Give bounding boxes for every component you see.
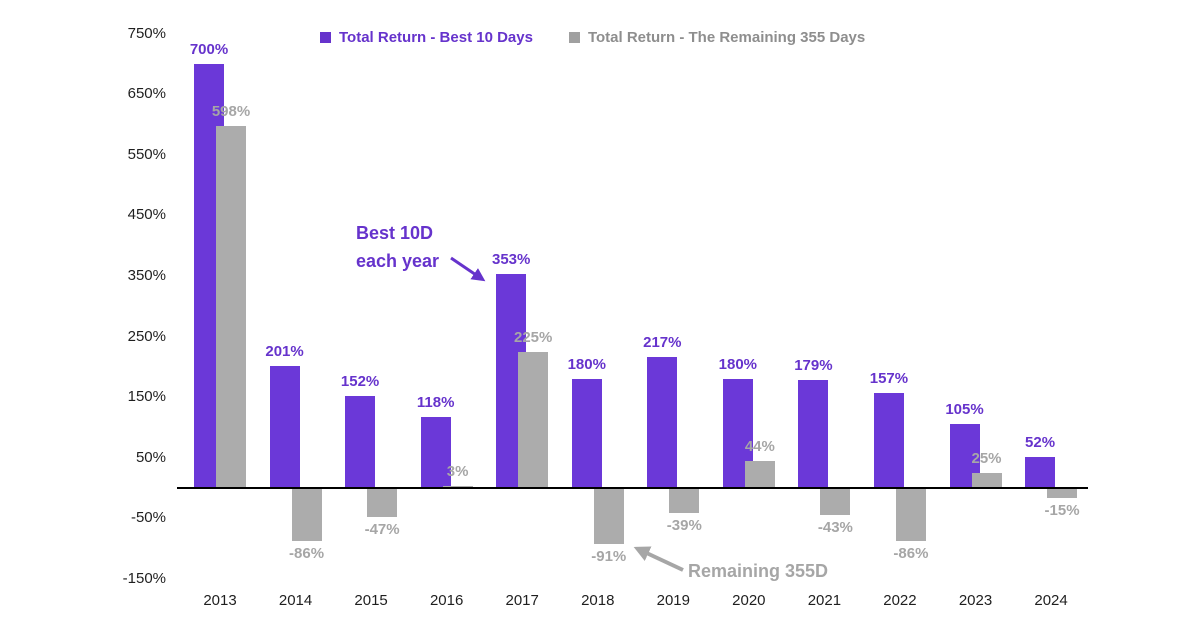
- label-remaining-2016: 3%: [446, 463, 469, 480]
- bar-remaining-2023: [971, 472, 1002, 488]
- bar-remaining-2024: [1047, 489, 1078, 499]
- annotation-best-10d-line2: each year: [356, 251, 440, 271]
- bar-best10-2021: [798, 379, 829, 488]
- bar-remaining-2014: [291, 489, 322, 542]
- x-label-2024: 2024: [1034, 592, 1068, 609]
- bar-remaining-2022: [895, 489, 926, 542]
- x-label-2020: 2020: [732, 592, 766, 609]
- bar-best10-2015: [345, 395, 376, 488]
- label-best10-2014: 201%: [265, 343, 304, 361]
- best-10d-arrow-icon: [450, 256, 486, 282]
- legend-item-best-10-days: Total Return - Best 10 Days: [320, 29, 533, 46]
- bar-remaining-2018: [593, 489, 624, 545]
- x-label-2013: 2013: [203, 592, 237, 609]
- label-best10-2021: 179%: [794, 356, 833, 374]
- label-remaining-2013: 598%: [211, 102, 251, 120]
- label-best10-2022: 157%: [869, 369, 909, 387]
- x-label-2019: 2019: [656, 592, 690, 609]
- legend-item-remaining-355-days: Total Return - The Remaining 355 Days: [568, 29, 866, 46]
- label-remaining-2024: -15%: [1044, 502, 1080, 520]
- bar-best10-2014: [269, 366, 300, 488]
- label-best10-2017: 353%: [492, 251, 531, 269]
- label-remaining-2019: -39%: [666, 516, 702, 534]
- x-label-2014: 2014: [278, 592, 313, 609]
- y-tick-650: 650%: [127, 85, 166, 103]
- x-label-2018: 2018: [581, 592, 615, 609]
- bar-best10-2024: [1025, 456, 1056, 488]
- y-tick--50: -50%: [130, 509, 166, 527]
- x-label-2016: 2016: [429, 592, 464, 609]
- x-axis-zero-line: [177, 487, 1088, 489]
- legend-label-remaining-355-days: Total Return - The Remaining 355 Days: [587, 29, 866, 46]
- label-remaining-2023: 25%: [971, 449, 1002, 467]
- y-tick-150: 150%: [127, 388, 166, 406]
- y-tick-450: 450%: [127, 206, 166, 224]
- label-best10-2018: 180%: [567, 355, 606, 373]
- y-tick-350: 350%: [127, 267, 166, 284]
- x-label-2015: 2015: [354, 592, 388, 609]
- x-label-2023: 2023: [958, 592, 993, 609]
- y-tick-250: 250%: [127, 327, 166, 345]
- bar-remaining-2017: [518, 351, 549, 488]
- bar-remaining-2019: [669, 489, 700, 513]
- label-best10-2016: 118%: [416, 393, 455, 411]
- label-best10-2015: 152%: [340, 372, 380, 390]
- bar-best10-2019: [647, 356, 678, 488]
- y-tick-50: 50%: [135, 448, 166, 466]
- label-best10-2024: 52%: [1025, 433, 1056, 451]
- label-remaining-2021: -43%: [817, 519, 853, 537]
- label-remaining-2017: 225%: [514, 328, 553, 346]
- y-tick--150: -150%: [122, 569, 166, 587]
- label-best10-2019: 217%: [643, 333, 682, 351]
- annotation-best-10d-line1: Best 10D: [356, 223, 434, 243]
- label-remaining-2022: -86%: [893, 545, 929, 563]
- x-label-2022: 2022: [883, 592, 917, 609]
- y-tick-750: 750%: [127, 24, 166, 42]
- x-label-2017: 2017: [505, 592, 539, 609]
- legend: Total Return - Best 10 Days Total Return…: [320, 29, 865, 46]
- label-remaining-2014: -86%: [289, 545, 325, 563]
- label-best10-2013: 700%: [189, 41, 229, 58]
- label-remaining-2015: -47%: [364, 521, 400, 539]
- legend-swatch-purple-icon: [320, 32, 331, 43]
- label-best10-2020: 180%: [718, 355, 758, 373]
- bar-remaining-2015: [367, 489, 398, 518]
- remaining-355d-arrow-icon: [633, 546, 684, 572]
- bar-best10-2016: [420, 416, 451, 488]
- y-tick-550: 550%: [127, 145, 166, 163]
- bar-remaining-2020: [744, 461, 775, 488]
- label-best10-2023: 105%: [945, 401, 984, 419]
- label-remaining-2020: 44%: [744, 438, 775, 456]
- bar-best10-2018: [571, 378, 602, 488]
- annotation-remaining-355d: Remaining 355D: [688, 561, 829, 581]
- legend-label-best-10-days: Total Return - Best 10 Days: [339, 29, 533, 46]
- bar-best10-2022: [873, 392, 904, 488]
- x-label-2021: 2021: [807, 592, 842, 609]
- legend-swatch-gray-icon: [568, 32, 580, 43]
- annotation-best-10d: Best 10D each year: [356, 219, 439, 275]
- bar-remaining-2021: [820, 489, 851, 516]
- bar-remaining-2013: [216, 125, 246, 488]
- label-remaining-2018: -91%: [591, 548, 627, 566]
